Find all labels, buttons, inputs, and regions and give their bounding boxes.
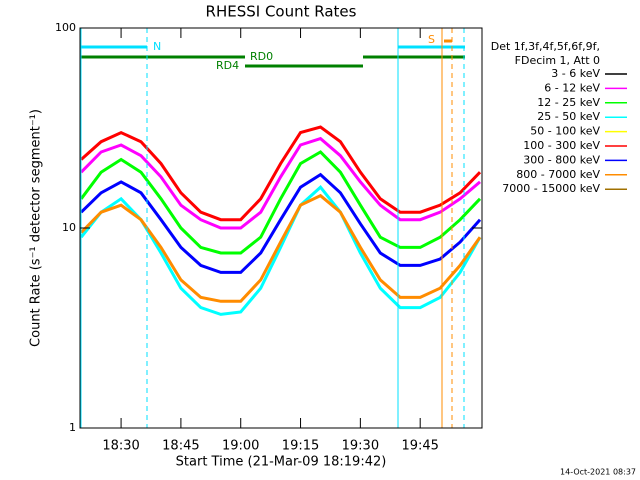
x-tick-label: 18:30: [102, 439, 139, 454]
chart-title: RHESSI Count Rates: [206, 3, 357, 21]
series-line: [80, 125, 482, 222]
legend-label: 6 - 12 keV: [544, 81, 600, 94]
legend-label: 100 - 300 keV: [523, 139, 600, 152]
x-tick-label: 18:45: [162, 439, 199, 454]
y-tick-label: 1: [69, 421, 76, 434]
x-tick-label: 19:45: [401, 439, 438, 454]
legend-header: FDecim 1, Att 0: [515, 54, 600, 67]
x-tick-label: 19:00: [222, 439, 259, 454]
series-line: [80, 172, 482, 274]
legend-label: 300 - 800 keV: [523, 153, 600, 166]
legend-header: Det 1f,3f,4f,5f,6f,9f,: [491, 40, 600, 53]
x-tick-label: 19:15: [282, 439, 319, 454]
timestamp: 14-Oct-2021 08:37: [560, 468, 636, 477]
x-tick-label: 19:30: [342, 439, 379, 454]
annotation: RD0: [250, 50, 273, 63]
legend-label: 7000 - 15000 keV: [502, 182, 600, 195]
legend-label: 3 - 6 keV: [551, 67, 600, 80]
legend-label: 12 - 25 keV: [537, 96, 600, 109]
series-line: [80, 136, 481, 230]
y-axis-label: Count Rate (s⁻¹ detector segment⁻¹): [29, 109, 44, 347]
y-tick-label: 10: [62, 221, 76, 234]
series-line: [80, 193, 482, 303]
legend-label: 50 - 100 keV: [530, 125, 600, 138]
x-axis-label: Start Time (21-Mar-09 18:19:42): [176, 455, 387, 470]
legend-label: 25 - 50 keV: [537, 110, 600, 123]
legend-label: 800 - 7000 keV: [516, 168, 600, 181]
plot-area: [79, 125, 482, 316]
annotation: RD4: [216, 59, 239, 72]
series-line: [79, 150, 482, 255]
annotation: N: [153, 40, 161, 53]
y-tick-label: 100: [55, 21, 76, 34]
annotation: S: [428, 33, 435, 46]
